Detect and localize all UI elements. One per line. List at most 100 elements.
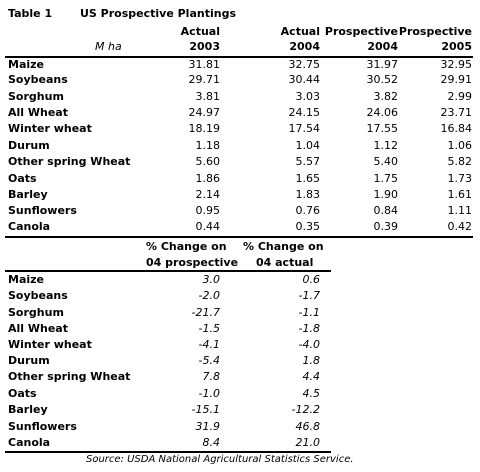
top-header-rule <box>5 56 473 58</box>
pct-cell: 4.5 <box>302 387 321 400</box>
top-row-crop: Durum <box>8 139 50 152</box>
header-col-3-line1: Prospective <box>324 25 398 38</box>
pct-cell: -1.8 <box>298 322 320 335</box>
header-col-3-line2: 2004 <box>367 40 398 53</box>
pct-row-crop: Sorghum <box>8 306 64 319</box>
header-col-1-line2: 2003 <box>189 40 220 53</box>
top-cell: 30.44 <box>288 73 321 86</box>
top-row-crop: Other spring Wheat <box>8 155 131 168</box>
top-cell: 29.71 <box>188 73 221 86</box>
pct-cell: 1.8 <box>302 354 321 367</box>
pct-cell: 0.6 <box>302 273 321 286</box>
pct-row-crop: Maize <box>8 273 45 286</box>
top-cell: 24.06 <box>366 106 399 119</box>
pct-row-crop: Durum <box>8 354 50 367</box>
pct-cell: 31.9 <box>195 420 221 433</box>
top-cell: 24.15 <box>288 106 321 119</box>
top-cell: 5.60 <box>195 155 221 168</box>
top-cell: 5.40 <box>373 155 399 168</box>
top-cell: 1.04 <box>295 139 321 152</box>
pct-cell: -15.1 <box>191 403 220 416</box>
top-cell: 32.95 <box>440 58 473 71</box>
top-row-crop: Oats <box>8 172 37 185</box>
top-row-crop: Winter wheat <box>8 122 92 135</box>
pct-header-rule <box>5 270 331 272</box>
top-row-crop: Sorghum <box>8 90 64 103</box>
pct-cell: -2.0 <box>198 289 220 302</box>
top-cell: 0.42 <box>447 220 473 233</box>
header-col-2-line1: Actual <box>280 25 320 38</box>
pct-header-1-line1: % Change on <box>146 240 227 253</box>
pct-cell: 46.8 <box>295 420 321 433</box>
top-cell: 24.97 <box>188 106 221 119</box>
top-cell: 1.61 <box>447 188 473 201</box>
pct-cell: -1.5 <box>198 322 220 335</box>
pct-cell: 21.0 <box>295 436 321 449</box>
top-cell: 3.82 <box>373 90 399 103</box>
source-note: Source: USDA National Agricultural Stati… <box>86 454 354 465</box>
pct-cell: -12.2 <box>291 403 320 416</box>
top-row-crop: All Wheat <box>8 106 68 119</box>
top-row-crop: Sunflowers <box>8 204 77 217</box>
top-row-crop: Soybeans <box>8 73 68 86</box>
top-cell: 0.39 <box>373 220 399 233</box>
top-cell: 1.12 <box>373 139 399 152</box>
top-cell: 0.95 <box>195 204 221 217</box>
top-cell: 3.03 <box>295 90 321 103</box>
top-cell: 23.71 <box>440 106 473 119</box>
top-cell: 1.73 <box>447 172 473 185</box>
header-col-4-line2: 2005 <box>441 40 472 53</box>
top-cell: 29.91 <box>440 73 473 86</box>
unit-label: M ha <box>95 40 122 53</box>
top-cell: 30.52 <box>366 73 399 86</box>
pct-row-crop: Sunflowers <box>8 420 77 433</box>
top-cell: 3.81 <box>195 90 221 103</box>
pct-row-crop: Other spring Wheat <box>8 370 131 383</box>
top-cell: 18.19 <box>188 122 221 135</box>
top-cell: 0.35 <box>295 220 321 233</box>
pct-cell: 7.8 <box>202 370 221 383</box>
pct-cell: 3.0 <box>202 273 221 286</box>
pct-cell: -1.0 <box>198 387 220 400</box>
top-cell: 2.99 <box>447 90 473 103</box>
top-cell: 32.75 <box>288 58 321 71</box>
top-row-crop: Canola <box>8 220 51 233</box>
top-cell: 1.11 <box>447 204 473 217</box>
top-cell: 31.81 <box>188 58 221 71</box>
pct-bottom-rule <box>5 451 331 453</box>
table-title: US Prospective Plantings <box>80 7 236 20</box>
top-cell: 1.83 <box>295 188 321 201</box>
pct-row-crop: Canola <box>8 436 51 449</box>
header-col-4-line1: Prospective <box>398 25 472 38</box>
top-row-crop: Maize <box>8 58 45 71</box>
top-row-crop: Barley <box>8 188 48 201</box>
top-bottom-rule <box>5 236 473 238</box>
pct-cell: -4.0 <box>298 338 320 351</box>
top-cell: 0.84 <box>373 204 399 217</box>
pct-header-1-line2: 04 prospective <box>146 256 239 269</box>
top-cell: 1.75 <box>373 172 399 185</box>
pct-row-crop: Barley <box>8 403 48 416</box>
top-cell: 5.82 <box>447 155 473 168</box>
top-cell: 0.76 <box>295 204 321 217</box>
top-cell: 1.86 <box>195 172 221 185</box>
top-cell: 1.90 <box>373 188 399 201</box>
pct-cell: 4.4 <box>302 370 321 383</box>
pct-cell: -1.1 <box>298 306 320 319</box>
header-col-1-line1: Actual <box>180 25 220 38</box>
pct-cell: -5.4 <box>198 354 220 367</box>
table-label: Table 1 <box>8 7 53 20</box>
pct-row-crop: All Wheat <box>8 322 68 335</box>
top-cell: 1.06 <box>447 139 473 152</box>
top-cell: 16.84 <box>440 122 473 135</box>
pct-header-2-line1: % Change on <box>243 240 324 253</box>
header-col-2-line2: 2004 <box>289 40 320 53</box>
top-cell: 31.97 <box>366 58 399 71</box>
top-cell: 5.57 <box>295 155 321 168</box>
top-cell: 17.54 <box>288 122 321 135</box>
pct-row-crop: Winter wheat <box>8 338 92 351</box>
pct-cell: -21.7 <box>191 306 220 319</box>
pct-cell: 8.4 <box>202 436 221 449</box>
pct-header-2-line2: 04 actual <box>256 256 314 269</box>
top-cell: 1.18 <box>195 139 221 152</box>
